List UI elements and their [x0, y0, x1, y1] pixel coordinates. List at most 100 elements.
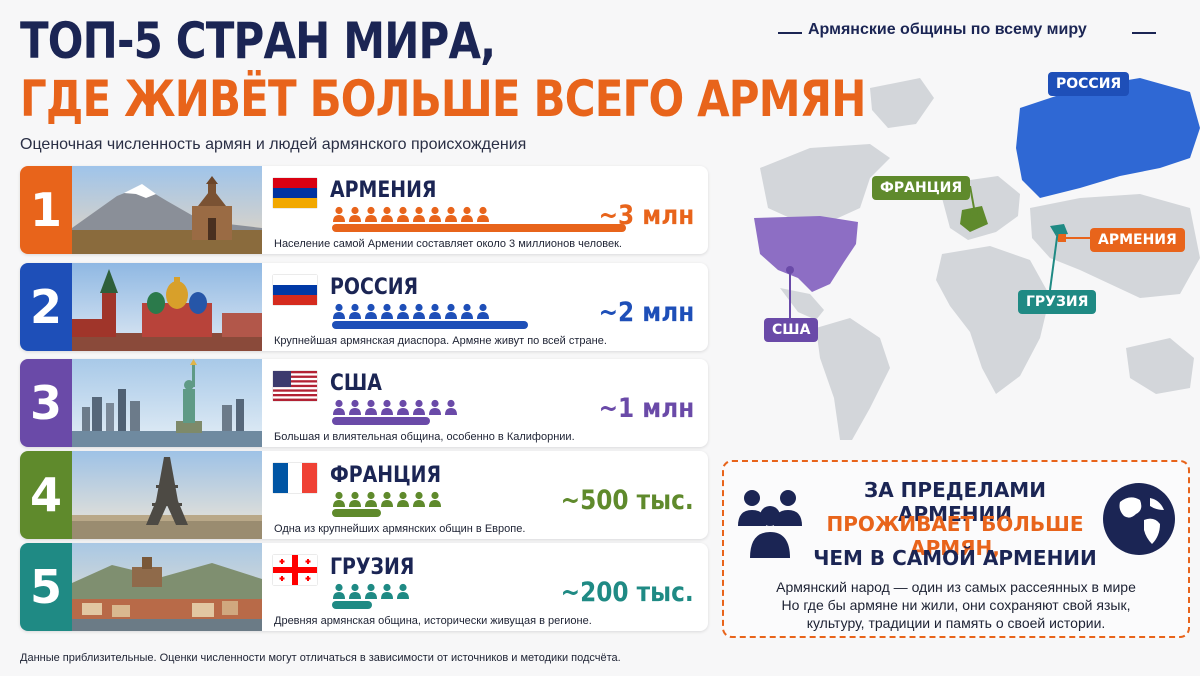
person-icon: [477, 206, 489, 222]
person-icon: [445, 399, 457, 415]
person-icon: [429, 399, 441, 415]
person-icon: [349, 583, 361, 599]
header-divider-right: [1132, 32, 1156, 34]
value-bar: [332, 509, 381, 517]
eiffel-tower-photo: [72, 451, 262, 539]
person-icon: [397, 206, 409, 222]
person-icon: [397, 583, 409, 599]
people-icons: [332, 583, 410, 599]
person-icon: [349, 399, 361, 415]
value-bar: [332, 224, 626, 232]
person-icon: [461, 206, 473, 222]
person-icon: [349, 491, 361, 507]
value-label: ~200 тыс.: [560, 577, 694, 608]
value-label: ~500 тыс.: [560, 485, 694, 516]
map-header: Армянские общины по всему миру: [760, 20, 1200, 44]
footnote: Данные приблизительные. Оценки численнос…: [20, 652, 621, 664]
globe-icon: [1100, 480, 1178, 563]
people-group-icon: [734, 482, 806, 563]
people-icons: [332, 303, 490, 319]
person-icon: [333, 206, 345, 222]
person-icon: [429, 206, 441, 222]
header-divider-left: [778, 32, 802, 34]
south-america-shape: [816, 318, 890, 440]
callout-line-2: ПРОЖИВАЕТ БОЛЬШЕ АРМЯН,: [826, 512, 1084, 560]
person-icon: [461, 303, 473, 319]
page-title-line-1: ТОП-5 СТРАН МИРА,: [20, 12, 496, 70]
callout-line-1: ЗА ПРЕДЕЛАМИ АРМЕНИИ: [864, 478, 1046, 526]
ranking-row-usa: 3: [20, 359, 708, 447]
mexico-shape: [780, 288, 824, 320]
map-label-usa: США: [764, 318, 819, 342]
map-label-france: ФРАНЦИЯ: [872, 176, 971, 200]
france-shape: [960, 206, 988, 232]
person-icon: [333, 399, 345, 415]
value-label: ~2 млн: [598, 297, 694, 328]
ranking-row-russia: 2 РОССИЯ ~2 млн Крупнейшая ар: [20, 263, 708, 351]
person-icon: [445, 303, 457, 319]
greenland-shape: [870, 78, 934, 128]
callout-body-line-2: Но где бы армяне ни жили, они сохраняют …: [781, 597, 1131, 613]
moscow-kremlin-photo: [72, 263, 262, 351]
callout-body-line-3: культуру, традиции и память о своей исто…: [806, 615, 1106, 631]
rank-badge: 2: [20, 263, 72, 351]
georgia-flag-icon: [273, 555, 317, 585]
tbilisi-photo: [72, 543, 262, 631]
callout-body-line-1: Армянский народ — один из самых рассеянн…: [776, 579, 1136, 595]
person-icon: [429, 303, 441, 319]
map-label-georgia: ГРУЗИЯ: [1018, 290, 1097, 314]
person-icon: [333, 491, 345, 507]
value-bar: [332, 417, 430, 425]
france-flag-icon: [273, 463, 317, 493]
callout-body: Армянский народ — один из самых рассеянн…: [734, 578, 1178, 632]
row-description: Население самой Армении составляет около…: [274, 238, 622, 250]
people-icons: [332, 206, 490, 222]
australia-shape: [1126, 338, 1194, 394]
country-name: ФРАНЦИЯ: [330, 463, 442, 488]
row-description: Крупнейшая армянская диаспора. Армяне жи…: [274, 335, 607, 347]
value-label: ~3 млн: [598, 200, 694, 231]
person-icon: [349, 206, 361, 222]
person-icon: [381, 399, 393, 415]
rank-badge: 4: [20, 451, 72, 539]
person-icon: [381, 583, 393, 599]
page-subtitle: Оценочная численность армян и людей армя…: [20, 136, 527, 153]
callout-line-3: ЧЕМ В САМОЙ АРМЕНИИ: [813, 546, 1097, 570]
people-icons: [332, 399, 458, 415]
page-title-line-2: ГДЕ ЖИВЁТ БОЛЬШЕ ВСЕГО АРМЯН: [20, 70, 866, 128]
world-map: РОССИЯ ФРАНЦИЯ АРМЕНИЯ ГРУЗИЯ США: [720, 48, 1200, 448]
map-title: Армянские общины по всему миру: [808, 21, 1087, 38]
usa-shape: [754, 216, 858, 292]
person-icon: [397, 399, 409, 415]
person-icon: [381, 206, 393, 222]
value-bar: [332, 601, 372, 609]
north-america-shape: [760, 144, 890, 224]
person-icon: [365, 303, 377, 319]
person-icon: [445, 206, 457, 222]
diaspora-callout: ЗА ПРЕДЕЛАМИ АРМЕНИИ ПРОЖИВАЕТ БОЛЬШЕ АР…: [722, 460, 1190, 638]
person-icon: [413, 399, 425, 415]
value-label: ~1 млн: [598, 393, 694, 424]
ararat-monastery-photo: [72, 166, 262, 254]
person-icon: [413, 206, 425, 222]
person-icon: [429, 491, 441, 507]
person-icon: [349, 303, 361, 319]
ranking-row-france: 4 ФРАНЦИЯ ~500 тыс. Одна из крупнейших а…: [20, 451, 708, 539]
africa-shape: [936, 246, 1050, 394]
value-bar: [332, 321, 528, 329]
armenia-flag-icon: [273, 178, 317, 208]
person-icon: [333, 583, 345, 599]
person-icon: [333, 303, 345, 319]
person-icon: [365, 491, 377, 507]
country-name: ГРУЗИЯ: [330, 555, 415, 580]
person-icon: [365, 583, 377, 599]
person-icon: [365, 206, 377, 222]
person-icon: [397, 303, 409, 319]
ranking-row-georgia: 5: [20, 543, 708, 631]
row-description: Древняя армянская община, исторически жи…: [274, 615, 592, 627]
rank-badge: 5: [20, 543, 72, 631]
country-name: США: [330, 371, 382, 396]
country-name: АРМЕНИЯ: [330, 178, 437, 203]
russia-flag-icon: [273, 275, 317, 305]
people-icons: [332, 491, 442, 507]
